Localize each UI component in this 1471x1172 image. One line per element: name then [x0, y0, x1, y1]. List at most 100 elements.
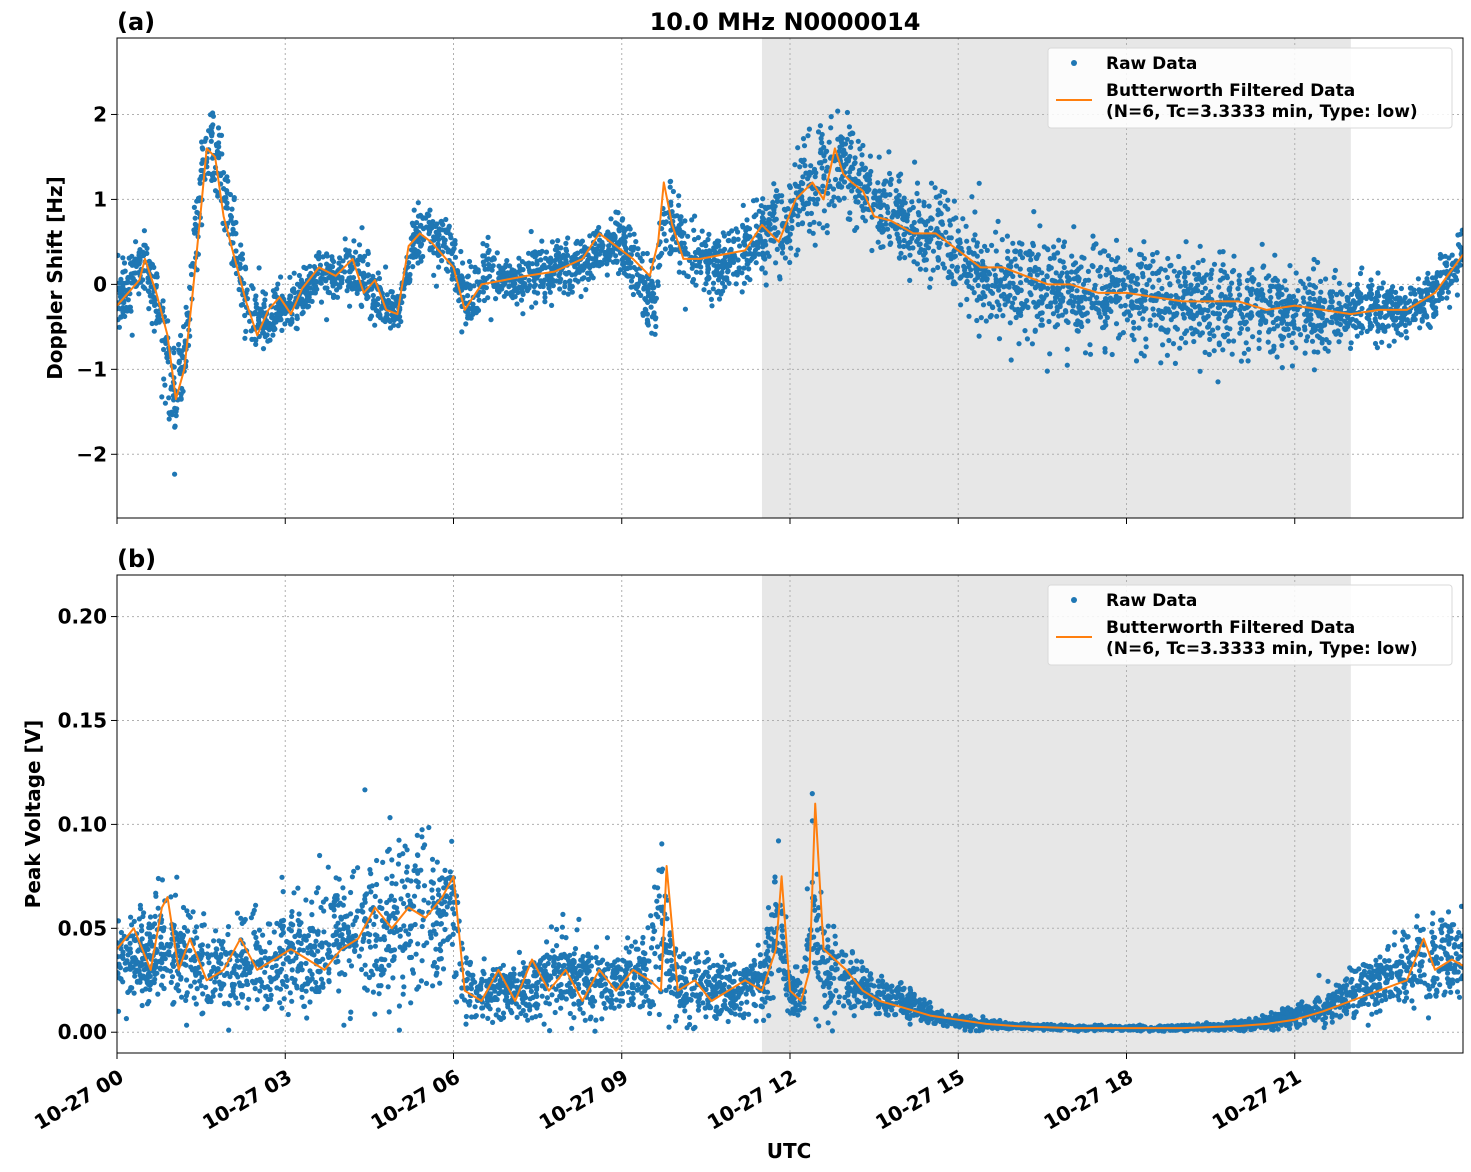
raw-data-point: [1067, 300, 1073, 306]
raw-data-point: [1141, 296, 1147, 302]
raw-data-point: [689, 261, 696, 267]
raw-data-point: [260, 346, 267, 352]
raw-data-point: [1144, 281, 1150, 288]
raw-data-point: [1128, 303, 1134, 309]
raw-data-point: [974, 297, 980, 303]
raw-data-point: [226, 1002, 232, 1008]
raw-data-point: [682, 251, 688, 257]
raw-data-point: [331, 913, 337, 919]
raw-data-point: [445, 249, 451, 255]
raw-data-point: [766, 1013, 772, 1019]
raw-data-point: [784, 228, 790, 234]
raw-data-point: [171, 345, 177, 351]
raw-data-point: [628, 244, 635, 251]
raw-data-point: [1022, 328, 1028, 334]
raw-data-point: [659, 841, 665, 847]
raw-data-point: [1194, 329, 1200, 335]
raw-data-point: [1101, 324, 1107, 330]
chart-title: 10.0 MHz N0000014: [650, 8, 921, 36]
raw-data-point: [247, 318, 253, 324]
raw-data-point: [206, 128, 212, 134]
raw-data-point: [411, 231, 417, 238]
raw-data-point: [1154, 250, 1160, 256]
raw-data-point: [346, 275, 352, 281]
raw-data-point: [262, 334, 268, 340]
raw-data-point: [1085, 268, 1091, 274]
raw-data-point: [1412, 291, 1418, 297]
raw-data-point: [151, 328, 157, 334]
raw-data-point: [1104, 314, 1110, 321]
raw-data-point: [1268, 294, 1274, 301]
raw-data-point: [516, 277, 523, 283]
raw-data-point: [229, 206, 235, 212]
raw-data-point: [168, 409, 175, 415]
raw-data-point: [805, 176, 811, 182]
raw-data-point: [1018, 287, 1024, 294]
raw-data-point: [1080, 281, 1087, 287]
raw-data-point: [876, 195, 883, 201]
raw-data-point: [849, 188, 855, 194]
raw-data-point: [500, 1010, 507, 1016]
raw-data-point: [807, 221, 813, 228]
raw-data-point: [626, 1002, 632, 1009]
raw-data-point: [493, 296, 499, 302]
raw-data-point: [1270, 348, 1276, 354]
raw-data-point: [851, 161, 858, 167]
raw-data-point: [909, 199, 915, 205]
raw-data-point: [161, 346, 167, 353]
raw-data-point: [548, 924, 555, 930]
raw-data-point: [215, 125, 222, 131]
raw-data-point: [1459, 227, 1463, 233]
raw-data-point: [233, 248, 239, 254]
raw-data-point: [475, 292, 481, 298]
raw-data-point: [856, 171, 862, 177]
raw-data-point: [1146, 277, 1152, 283]
raw-data-point: [735, 236, 741, 242]
raw-data-point: [141, 242, 147, 248]
raw-data-point: [590, 275, 596, 281]
raw-data-point: [1010, 240, 1016, 246]
raw-data-point: [1374, 291, 1380, 297]
raw-data-point: [457, 273, 463, 279]
raw-data-point: [558, 245, 564, 251]
raw-data-point: [715, 258, 721, 264]
raw-data-point: [136, 291, 142, 297]
raw-data-point: [1310, 290, 1316, 297]
raw-data-point: [179, 352, 185, 358]
raw-data-point: [988, 312, 994, 319]
raw-data-point: [800, 206, 807, 212]
raw-data-point: [480, 241, 486, 247]
raw-data-point: [1053, 270, 1059, 276]
panel-b-label: (b): [117, 545, 156, 573]
raw-data-point: [1068, 269, 1075, 275]
raw-data-point: [773, 216, 779, 222]
raw-data-point: [1080, 305, 1086, 311]
raw-data-point: [1376, 285, 1382, 291]
raw-data-point: [484, 242, 490, 249]
raw-data-point: [512, 294, 518, 300]
raw-data-point: [200, 991, 206, 997]
raw-data-point: [640, 312, 646, 318]
raw-data-point: [797, 164, 803, 170]
raw-data-point: [804, 211, 811, 217]
raw-data-point: [1377, 312, 1383, 318]
raw-data-point: [963, 223, 969, 229]
raw-data-point: [1012, 256, 1018, 262]
raw-data-point: [813, 170, 819, 176]
raw-data-point: [409, 253, 415, 259]
raw-data-point: [840, 149, 846, 155]
raw-data-point: [843, 161, 849, 167]
raw-data-point: [706, 289, 712, 295]
raw-data-point: [597, 237, 603, 243]
raw-data-point: [793, 252, 799, 258]
raw-data-point: [1345, 295, 1351, 301]
y-tick-label: −2: [76, 442, 107, 466]
raw-data-point: [744, 225, 750, 231]
raw-data-point: [549, 302, 555, 308]
raw-data-point: [459, 329, 465, 335]
raw-data-point: [1105, 253, 1112, 259]
raw-data-point: [407, 271, 413, 278]
panel-a-doppler-shift: (a) 10.0 MHz N0000014 Doppler Shift [Hz]…: [43, 8, 1464, 524]
raw-data-point: [122, 268, 128, 274]
raw-data-point: [643, 284, 649, 290]
